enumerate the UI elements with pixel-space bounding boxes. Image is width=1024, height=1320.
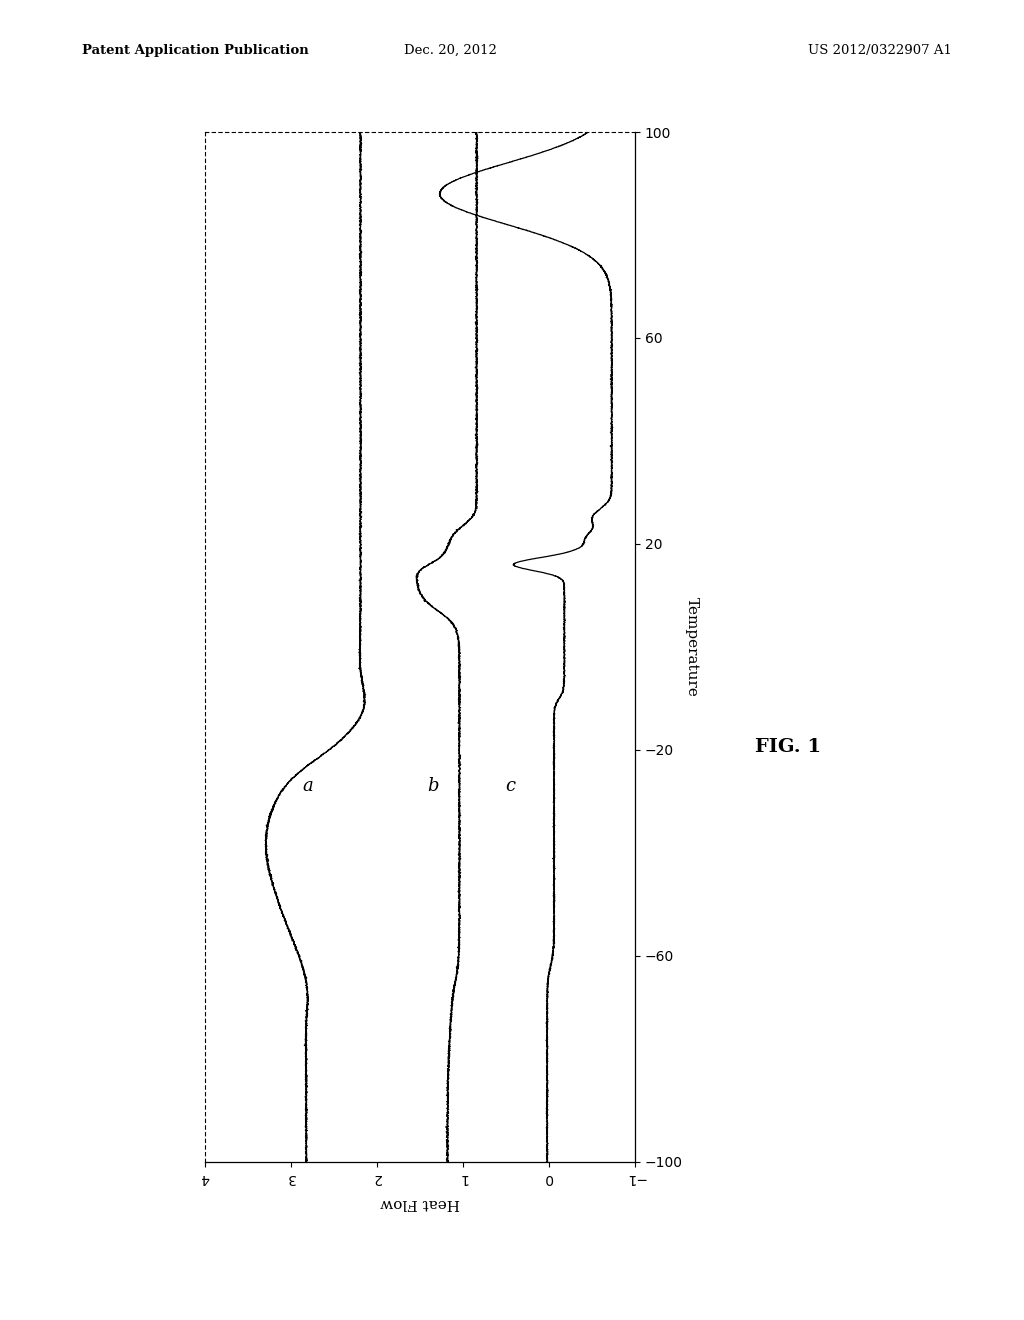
Text: Dec. 20, 2012: Dec. 20, 2012 bbox=[404, 44, 497, 57]
Text: a: a bbox=[303, 777, 313, 795]
X-axis label: Heat Flow: Heat Flow bbox=[380, 1196, 460, 1210]
Text: c: c bbox=[505, 777, 515, 795]
Text: FIG. 1: FIG. 1 bbox=[756, 738, 821, 756]
Y-axis label: Temperature: Temperature bbox=[685, 597, 699, 697]
Text: Patent Application Publication: Patent Application Publication bbox=[82, 44, 308, 57]
Text: b: b bbox=[427, 777, 438, 795]
Text: US 2012/0322907 A1: US 2012/0322907 A1 bbox=[808, 44, 952, 57]
